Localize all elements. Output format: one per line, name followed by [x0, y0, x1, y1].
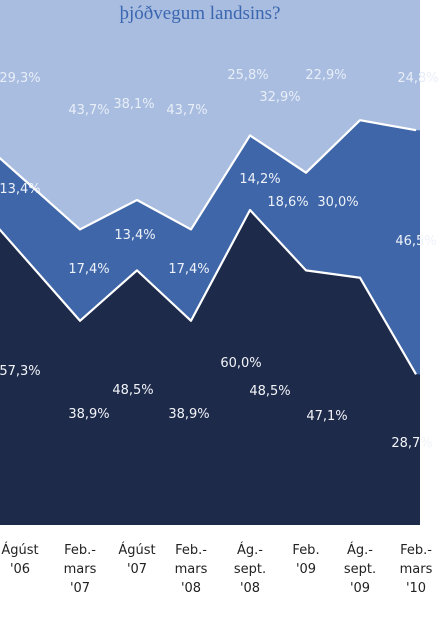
data-label: 48,5% [112, 383, 153, 398]
data-label: 25,8% [227, 68, 268, 83]
x-tick-label: Ágúst '07 [118, 542, 155, 577]
data-label: 48,5% [249, 384, 290, 399]
data-label: 17,4% [68, 262, 109, 277]
data-label: 17,4% [168, 262, 209, 277]
x-tick-label: Ág.-sept. '09 [344, 542, 376, 596]
data-label: 38,1% [113, 97, 154, 112]
data-label: 43,7% [68, 103, 109, 118]
x-tick-label: Ág.-sept. '08 [234, 542, 266, 596]
data-label: 13,4% [114, 228, 155, 243]
boundary-line-middle-top [0, 119, 417, 231]
chart-data-labels: 57,3%38,9%48,5%38,9%60,0%48,5%47,1%28,7%… [0, 68, 439, 451]
data-label: 24,8% [397, 71, 438, 86]
x-axis-tick-labels: Ágúst '06 Feb.-mars '07 Ágúst '07 Feb.-mars '08… [1, 542, 432, 596]
data-label: 46,5% [395, 234, 436, 249]
data-label: 14,2% [239, 172, 280, 187]
chart-boundary-lines [0, 119, 417, 375]
chart-areas [0, 0, 420, 525]
x-tick-label: Feb.-mars '10 [400, 543, 433, 596]
area-bottom-series [0, 210, 420, 525]
boundary-line-bottom-middle [0, 208, 417, 375]
x-tick-label: Feb. '09 [292, 543, 319, 577]
data-label: 38,9% [168, 407, 209, 422]
data-label: 30,0% [317, 195, 358, 210]
data-label: 47,1% [306, 409, 347, 424]
data-label: 29,3% [0, 71, 41, 86]
data-label: 13,4% [0, 182, 41, 197]
x-tick-label: Feb.-mars '08 [175, 543, 208, 596]
data-label: 18,6% [267, 195, 308, 210]
data-label: 32,9% [259, 90, 300, 105]
data-label: 57,3% [0, 364, 41, 379]
data-label: 60,0% [220, 356, 261, 371]
data-label: 28,7% [391, 436, 432, 451]
x-tick-label: Feb.-mars '07 [64, 543, 97, 596]
x-tick-label: Ágúst '06 [1, 542, 38, 577]
data-label: 22,9% [305, 68, 346, 83]
chart-title: þjóðvegum landsins? [120, 3, 281, 24]
data-label: 38,9% [68, 407, 109, 422]
data-label: 43,7% [166, 103, 207, 118]
